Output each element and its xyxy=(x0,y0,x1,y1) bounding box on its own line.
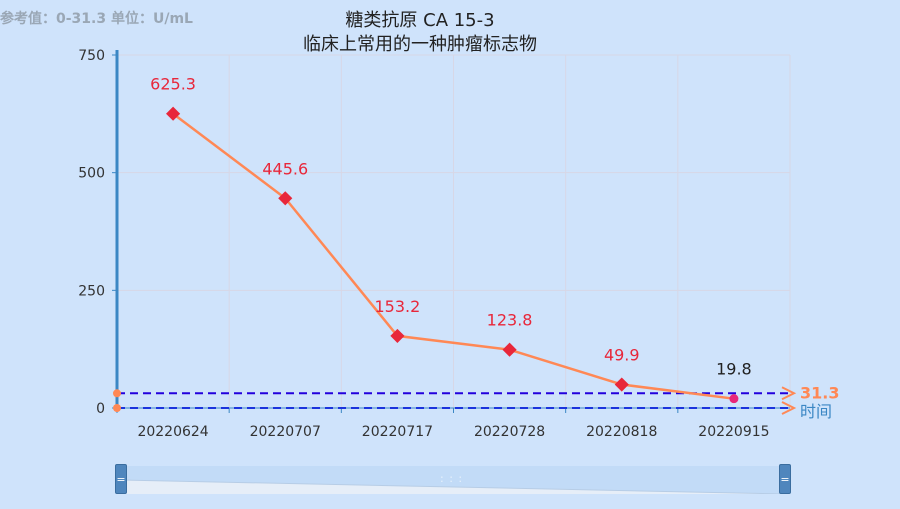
data-label: 445.6 xyxy=(262,159,308,178)
chart-title: 糖类抗原 CA 15-3 xyxy=(345,10,495,31)
data-point-abnormal xyxy=(278,191,293,206)
reference-line-start-marker xyxy=(113,404,121,412)
time-axis-label: 时间 xyxy=(800,402,832,421)
x-tick-label: 20220624 xyxy=(137,424,208,440)
x-tick-label: 20220818 xyxy=(586,424,657,440)
line-chart: 0 250 500 750 20220624 20220707 20220717 202207… xyxy=(78,48,839,440)
y-tick-label: 750 xyxy=(78,48,105,64)
grid xyxy=(117,54,791,409)
upper-reference-label: 31.3 xyxy=(800,383,839,402)
reference-line-arrow xyxy=(781,401,797,415)
reference-line-start-marker xyxy=(113,389,121,398)
reference-line-arrow xyxy=(781,386,797,401)
y-tick-label: 500 xyxy=(78,166,105,182)
data-point-normal xyxy=(729,394,739,404)
x-tick-label: 20220915 xyxy=(698,424,769,440)
data-labels: 625.3 445.6 153.2 123.8 49.9 19.8 xyxy=(150,75,752,379)
chart-subtitle: 临床上常用的一种肿瘤标志物 xyxy=(303,34,537,55)
zoom-handle-left[interactable]: = xyxy=(115,464,127,494)
zoom-grip-icon[interactable]: : : : xyxy=(440,472,464,485)
x-tick-label: 20220728 xyxy=(474,424,545,440)
data-label: 49.9 xyxy=(604,346,640,365)
reference-range-text: 参考值：0-31.3 单位：U/mL xyxy=(0,11,193,27)
data-zoom-slider[interactable] xyxy=(121,466,785,494)
x-tick-label: 20220717 xyxy=(362,424,433,440)
zoom-handle-right[interactable]: = xyxy=(779,464,791,494)
x-tick-label: 20220707 xyxy=(250,424,321,440)
series-line xyxy=(172,112,735,400)
data-point-abnormal xyxy=(390,328,405,343)
zoom-preview xyxy=(121,479,785,494)
data-point-abnormal xyxy=(614,377,629,392)
y-tick-label: 0 xyxy=(96,401,105,417)
data-label: 123.8 xyxy=(487,311,533,330)
data-label: 625.3 xyxy=(150,75,196,94)
data-label: 153.2 xyxy=(375,297,421,316)
data-point-abnormal xyxy=(502,342,517,357)
y-tick-label: 250 xyxy=(78,283,105,299)
series xyxy=(166,106,739,404)
data-label: 19.8 xyxy=(716,360,752,379)
axes: 0 250 500 750 20220624 20220707 20220717 202207… xyxy=(78,48,790,440)
reference-lines: 31.3时间 xyxy=(113,383,839,421)
